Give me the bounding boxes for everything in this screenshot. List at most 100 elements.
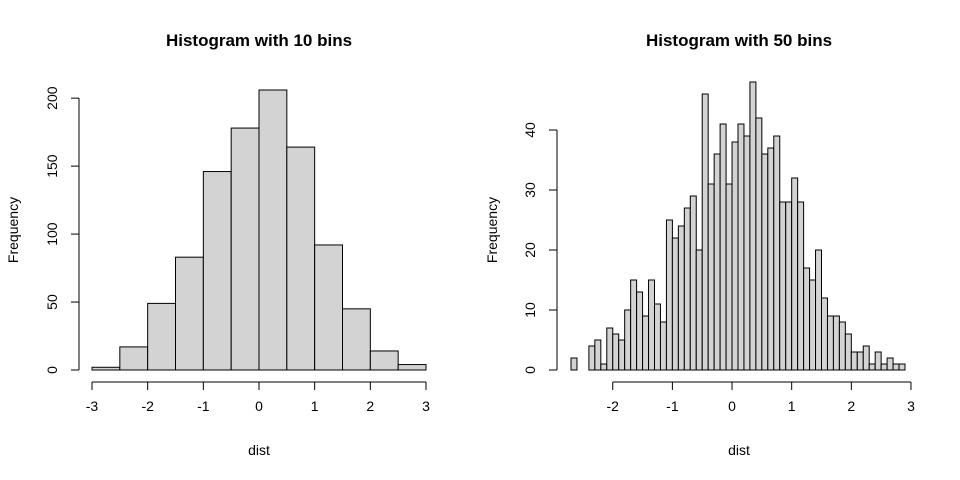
histogram-bar bbox=[606, 327, 614, 371]
histogram-bar bbox=[785, 201, 793, 371]
histogram-bar bbox=[258, 89, 288, 371]
histogram-bar bbox=[838, 321, 846, 371]
histogram-bar bbox=[654, 303, 661, 371]
histogram-bar bbox=[689, 195, 697, 371]
histogram-bar bbox=[892, 363, 900, 371]
histogram-bar bbox=[600, 363, 608, 371]
histogram-bar bbox=[665, 219, 673, 371]
histogram-bar bbox=[791, 177, 799, 371]
histogram-bar bbox=[659, 321, 667, 371]
y-axis-label: Frequency bbox=[484, 197, 500, 263]
y-tick-label: 0 bbox=[522, 366, 538, 374]
histogram-bar bbox=[731, 141, 739, 371]
y-tick-label: 100 bbox=[44, 222, 60, 246]
histogram-bar bbox=[844, 333, 852, 371]
histogram-bar bbox=[886, 357, 894, 371]
histogram-bar bbox=[588, 345, 596, 371]
chart-title: Histogram with 50 bins bbox=[646, 31, 832, 50]
histogram-bar bbox=[815, 249, 822, 371]
bar-group bbox=[570, 81, 906, 371]
histogram-bar bbox=[618, 339, 626, 371]
histogram-bar bbox=[119, 346, 149, 371]
y-axis: 0 10 20 30 40 bbox=[522, 122, 558, 374]
histogram-bar bbox=[695, 249, 703, 371]
histogram-bar bbox=[797, 201, 805, 371]
x-tick-label: 0 bbox=[255, 398, 263, 414]
histogram-bar bbox=[809, 279, 817, 371]
histogram-bar bbox=[175, 256, 204, 371]
histogram-bar bbox=[779, 201, 787, 371]
histogram-bar bbox=[874, 351, 882, 371]
histogram-bar bbox=[761, 153, 769, 371]
x-tick-label: 3 bbox=[907, 398, 915, 414]
y-tick-label: 10 bbox=[522, 302, 538, 318]
histogram-bar bbox=[91, 366, 121, 371]
x-tick-label: -1 bbox=[197, 398, 210, 414]
y-tick-label: 30 bbox=[522, 182, 538, 198]
histogram-bar bbox=[636, 291, 644, 371]
histogram-bar bbox=[202, 171, 232, 371]
x-axis-label: dist bbox=[248, 442, 270, 458]
chart-title: Histogram with 10 bins bbox=[166, 31, 352, 50]
histogram-bar bbox=[725, 183, 733, 371]
histogram-bar bbox=[755, 117, 763, 371]
histogram-bar bbox=[642, 315, 650, 371]
x-tick-label: 3 bbox=[422, 398, 430, 414]
y-tick-label: 20 bbox=[522, 242, 538, 258]
histogram-bar bbox=[612, 333, 620, 371]
histogram-bar bbox=[713, 153, 721, 371]
x-tick-label: -1 bbox=[666, 398, 679, 414]
histogram-bar bbox=[677, 225, 685, 371]
histogram-bar bbox=[683, 207, 691, 371]
y-axis-label: Frequency bbox=[5, 197, 21, 263]
histogram-bar bbox=[369, 350, 399, 371]
histogram-bar bbox=[850, 351, 858, 371]
histogram-bar bbox=[749, 81, 757, 371]
x-axis-label: dist bbox=[728, 442, 750, 458]
x-axis: -2 -1 0 1 2 3 bbox=[607, 381, 915, 414]
histogram-bar bbox=[342, 308, 371, 371]
histogram-bar bbox=[880, 363, 888, 371]
histogram-bar bbox=[286, 146, 316, 371]
y-tick-label: 200 bbox=[44, 86, 60, 110]
x-tick-label: -2 bbox=[607, 398, 620, 414]
histogram-bar bbox=[630, 279, 638, 371]
histogram-bar bbox=[773, 135, 781, 371]
x-tick-label: 2 bbox=[847, 398, 855, 414]
histogram-bar bbox=[856, 351, 864, 371]
histogram-bar bbox=[737, 123, 745, 371]
histogram-bar bbox=[826, 315, 834, 371]
x-tick-label: 1 bbox=[788, 398, 796, 414]
histogram-bar bbox=[743, 135, 751, 371]
x-axis: -3 -2 -1 0 1 2 3 bbox=[86, 381, 430, 414]
bar-group bbox=[91, 89, 427, 371]
y-axis: 0 50 100 150 200 bbox=[44, 86, 80, 374]
y-tick-label: 150 bbox=[44, 154, 60, 178]
y-tick-label: 40 bbox=[522, 122, 538, 138]
histogram-bar bbox=[821, 297, 828, 371]
y-tick-label: 50 bbox=[44, 294, 60, 310]
histogram-bar bbox=[624, 309, 632, 371]
x-tick-label: -3 bbox=[86, 398, 99, 414]
histogram-bar bbox=[898, 363, 906, 371]
histogram-bar bbox=[832, 315, 840, 371]
histogram-bar bbox=[767, 147, 775, 371]
histogram-bar bbox=[707, 183, 715, 371]
histogram-bar bbox=[594, 339, 602, 371]
y-tick-label: 0 bbox=[44, 366, 60, 374]
x-tick-label: 1 bbox=[311, 398, 319, 414]
x-tick-label: -2 bbox=[141, 398, 154, 414]
histogram-bar bbox=[648, 279, 655, 371]
histogram-10-bins-panel: Histogram with 10 bins dist Frequency -3… bbox=[5, 31, 430, 458]
histogram-bar bbox=[147, 302, 177, 371]
histogram-bar bbox=[862, 345, 870, 371]
histogram-bar bbox=[397, 364, 427, 371]
histogram-bar bbox=[803, 267, 811, 371]
histogram-bar bbox=[868, 363, 876, 371]
histogram-bar bbox=[230, 127, 260, 371]
histogram-bar bbox=[570, 357, 578, 371]
histogram-bar bbox=[701, 93, 709, 371]
histogram-bar bbox=[314, 244, 343, 371]
histogram-bar bbox=[671, 237, 679, 371]
